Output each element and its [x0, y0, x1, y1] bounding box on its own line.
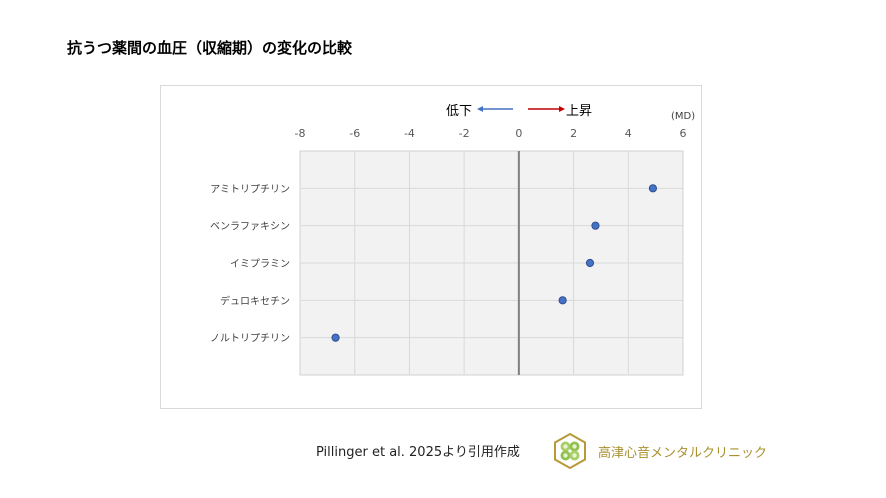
- x-tick-label: -6: [349, 127, 360, 140]
- category-label: アミトリプチリン: [210, 183, 290, 195]
- data-point: [331, 333, 340, 342]
- category-label: デュロキセチン: [220, 294, 290, 307]
- x-tick-label: -8: [295, 127, 306, 140]
- increase-label: 上昇: [566, 104, 593, 119]
- x-tick-label: 4: [625, 127, 632, 140]
- left-arrowhead-icon: [477, 106, 483, 112]
- right-arrowhead-icon: [559, 106, 565, 112]
- x-tick-label: 2: [570, 127, 577, 140]
- decrease-label: 低下: [446, 104, 473, 119]
- data-point: [558, 296, 567, 305]
- clinic-name: 高津心音メンタルクリニック: [598, 446, 768, 461]
- x-tick-label: 6: [680, 127, 687, 140]
- category-label: ノルトリプチリン: [210, 333, 290, 345]
- x-tick-label: -2: [459, 127, 470, 140]
- category-label: イミプラミン: [230, 258, 290, 270]
- unit-label: (MD): [671, 111, 696, 122]
- x-tick-label: 0: [515, 127, 522, 140]
- data-point: [585, 258, 595, 268]
- category-label: ベンラファキシン: [210, 221, 290, 233]
- citation-text: Pillinger et al. 2025より引用作成: [316, 445, 520, 460]
- data-point: [648, 184, 658, 193]
- x-tick-label: -4: [404, 127, 415, 140]
- page-title: 抗うつ薬間の血圧（収縮期）の変化の比較: [67, 39, 353, 57]
- hexagon-clover-logo-icon: [554, 432, 586, 470]
- data-point: [591, 221, 600, 230]
